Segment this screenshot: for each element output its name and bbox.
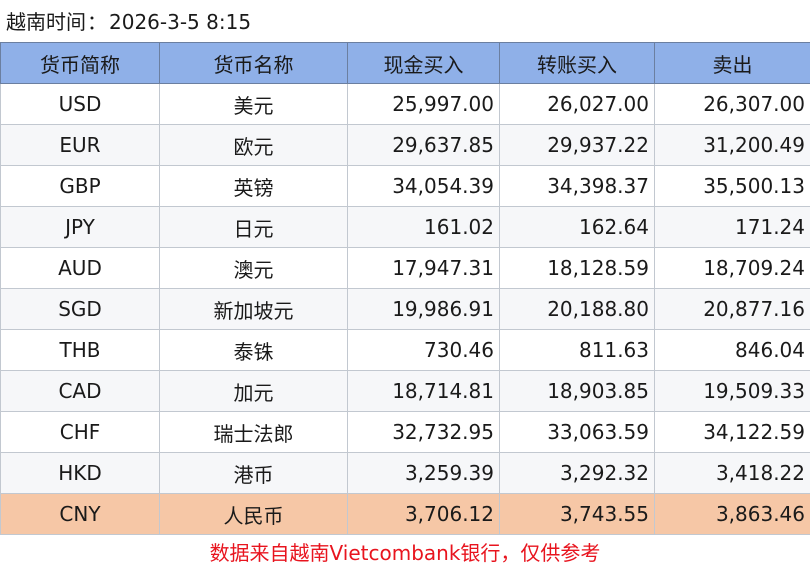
- cell-transfer-buy: 18,903.85: [499, 370, 655, 412]
- cell-transfer-buy: 162.64: [499, 206, 655, 248]
- table-row: JPY 日元 161.02 162.64 171.24: [0, 206, 810, 248]
- cell-cash-buy: 25,997.00: [347, 83, 500, 125]
- cell-transfer-buy: 18,128.59: [499, 247, 655, 289]
- cell-sell: 19,509.33: [654, 370, 810, 412]
- table-row: CNY 人民币 3,706.12 3,743.55 3,863.46: [0, 493, 810, 535]
- table-row: CAD 加元 18,714.81 18,903.85 19,509.33: [0, 370, 810, 412]
- header-cash-buy: 现金买入: [347, 42, 500, 84]
- cell-currency-code: CNY: [0, 493, 160, 535]
- data-source-note: 数据来自越南Vietcombank银行，仅供参考: [209, 541, 601, 565]
- cell-currency-code: CAD: [0, 370, 160, 412]
- cell-currency-code: USD: [0, 83, 160, 125]
- table-row: CHF 瑞士法郎 32,732.95 33,063.59 34,122.59: [0, 411, 810, 453]
- cell-currency-name: 新加坡元: [159, 288, 348, 330]
- cell-currency-name: 人民币: [159, 493, 348, 535]
- cell-cash-buy: 3,706.12: [347, 493, 500, 535]
- cell-currency-name: 港币: [159, 452, 348, 494]
- cell-cash-buy: 3,259.39: [347, 452, 500, 494]
- exchange-rate-rows: USD 美元 25,997.00 26,027.00 26,307.00 EUR 欧元 29,…: [0, 83, 810, 535]
- cell-transfer-buy: 34,398.37: [499, 165, 655, 207]
- table-header-row: 货币简称 货币名称 现金买入 转账买入 卖出: [0, 42, 810, 84]
- cell-cash-buy: 18,714.81: [347, 370, 500, 412]
- cell-currency-name: 泰铢: [159, 329, 348, 371]
- cell-sell: 20,877.16: [654, 288, 810, 330]
- cell-currency-name: 英镑: [159, 165, 348, 207]
- cell-sell: 3,863.46: [654, 493, 810, 535]
- cell-currency-name: 澳元: [159, 247, 348, 289]
- title-label: 越南时间: [6, 10, 86, 34]
- cell-currency-name: 加元: [159, 370, 348, 412]
- cell-currency-name: 瑞士法郎: [159, 411, 348, 453]
- table-row: THB 泰铢 730.46 811.63 846.04: [0, 329, 810, 371]
- cell-transfer-buy: 20,188.80: [499, 288, 655, 330]
- cell-transfer-buy: 29,937.22: [499, 124, 655, 166]
- table-row: USD 美元 25,997.00 26,027.00 26,307.00: [0, 83, 810, 125]
- cell-cash-buy: 17,947.31: [347, 247, 500, 289]
- cell-sell: 18,709.24: [654, 247, 810, 289]
- vietnam-time-title: 越南时间： 2026-3-5 8:15: [6, 4, 251, 40]
- cell-currency-code: SGD: [0, 288, 160, 330]
- cell-transfer-buy: 3,292.32: [499, 452, 655, 494]
- cell-sell: 31,200.49: [654, 124, 810, 166]
- table-row: AUD 澳元 17,947.31 18,128.59 18,709.24: [0, 247, 810, 289]
- cell-currency-code: GBP: [0, 165, 160, 207]
- cell-sell: 34,122.59: [654, 411, 810, 453]
- cell-transfer-buy: 811.63: [499, 329, 655, 371]
- cell-sell: 26,307.00: [654, 83, 810, 125]
- cell-sell: 35,500.13: [654, 165, 810, 207]
- table-row: GBP 英镑 34,054.39 34,398.37 35,500.13: [0, 165, 810, 207]
- cell-sell: 3,418.22: [654, 452, 810, 494]
- header-currency-name: 货币名称: [159, 42, 348, 84]
- header-transfer-buy: 转账买入: [499, 42, 655, 84]
- cell-currency-name: 美元: [159, 83, 348, 125]
- cell-cash-buy: 161.02: [347, 206, 500, 248]
- table-row: EUR 欧元 29,637.85 29,937.22 31,200.49: [0, 124, 810, 166]
- cell-currency-code: JPY: [0, 206, 160, 248]
- cell-currency-code: THB: [0, 329, 160, 371]
- cell-transfer-buy: 26,027.00: [499, 83, 655, 125]
- header-currency-code: 货币简称: [0, 42, 160, 84]
- cell-cash-buy: 19,986.91: [347, 288, 500, 330]
- cell-currency-name: 欧元: [159, 124, 348, 166]
- table-row: SGD 新加坡元 19,986.91 20,188.80 20,877.16: [0, 288, 810, 330]
- title-separator: ：: [87, 10, 107, 34]
- cell-currency-code: HKD: [0, 452, 160, 494]
- cell-currency-code: EUR: [0, 124, 160, 166]
- cell-sell: 846.04: [654, 329, 810, 371]
- header-sell: 卖出: [654, 42, 810, 84]
- cell-currency-code: AUD: [0, 247, 160, 289]
- title-datetime: 2026-3-5 8:15: [109, 10, 252, 34]
- cell-cash-buy: 730.46: [347, 329, 500, 371]
- cell-sell: 171.24: [654, 206, 810, 248]
- cell-currency-code: CHF: [0, 411, 160, 453]
- cell-currency-name: 日元: [159, 206, 348, 248]
- cell-cash-buy: 29,637.85: [347, 124, 500, 166]
- cell-transfer-buy: 33,063.59: [499, 411, 655, 453]
- table-row: HKD 港币 3,259.39 3,292.32 3,418.22: [0, 452, 810, 494]
- cell-transfer-buy: 3,743.55: [499, 493, 655, 535]
- exchange-rate-table: 货币简称 货币名称 现金买入 转账买入 卖出 USD 美元 25,997.00 26,…: [0, 42, 810, 535]
- cell-cash-buy: 34,054.39: [347, 165, 500, 207]
- cell-cash-buy: 32,732.95: [347, 411, 500, 453]
